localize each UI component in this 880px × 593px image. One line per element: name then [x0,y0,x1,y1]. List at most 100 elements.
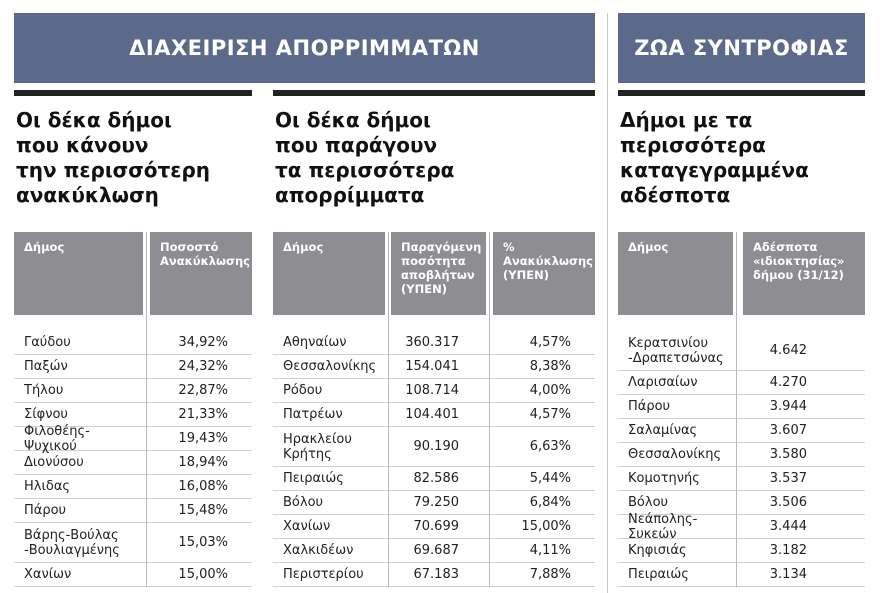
table-cell: 18,94% [146,451,252,475]
panel-title: την περισσότερη [16,158,210,182]
table-cell: Βόλου [618,491,736,515]
column-divider [736,232,737,587]
table-cell: 69.687 [388,539,489,563]
table-cell: Θεσσαλονίκης [273,355,388,379]
table-cell: Πάρου [14,499,146,523]
table-cell: Θεσσαλονίκης [618,443,736,467]
table-cell: Πάρου [618,395,736,419]
table-cell: 6,84% [489,491,595,515]
table-cell: Παξών [14,355,146,379]
table-cell: 4,57% [489,331,595,355]
table-cell: 7,88% [489,563,595,587]
table-cell: Λαρισαίων [618,371,736,395]
table-cell: 22,87% [146,379,252,403]
table-cell: 15,00% [489,515,595,539]
table-cell: 79.250 [388,491,489,515]
panel-title: ανακύκλωση [16,183,159,207]
table-cell: Ρόδου [273,379,388,403]
section-banner: ΔΙΑΧΕΙΡΙΣΗ ΑΠΟΡΡΙΜΜΑΤΩΝ [14,13,595,83]
table-cell: Χαλκιδέων [273,539,388,563]
table-cell: 104.401 [388,403,489,427]
table-cell: 108.714 [388,379,489,403]
table-cell: 34,92% [146,331,252,355]
table-cell: Σαλαμίνας [618,419,736,443]
table-cell: 67.183 [388,563,489,587]
table-cell: 15,48% [146,499,252,523]
table-cell: Πειραιώς [273,467,388,491]
panel-title: Οι δέκα δήμοι [275,108,431,132]
table-cell: Χανίων [273,515,388,539]
table-cell: 3.580 [736,443,865,467]
table-cell: 3.134 [736,563,865,587]
table-cell: 3.506 [736,491,865,515]
column-header: Δήμος [14,232,143,315]
table-cell: 8,38% [489,355,595,379]
table-cell: Νεάπολης-Συκεών [618,512,736,542]
table-cell: 3.537 [736,467,865,491]
table-cell: 16,08% [146,475,252,499]
table-cell: 3.444 [736,515,865,539]
table-cell: Γαύδου [14,331,146,355]
panel-title: που παράγουν [275,133,438,157]
panel-title: περισσότερα [620,133,766,157]
table-cell: 6,63% [489,427,595,467]
panel-title: αδέσποτα [620,183,731,207]
divider-bar [14,90,252,96]
column-header: Δήμος [618,232,733,315]
table-cell: 3.607 [736,419,865,443]
table-cell: Σίφνου [14,403,146,427]
column-divider [388,232,389,587]
table-cell: Πειραιώς [618,563,736,587]
column-header: Δήμος [273,232,385,315]
table-cell: 3.944 [736,395,865,419]
table-cell: Βόλου [273,491,388,515]
table-cell: 4,57% [489,403,595,427]
table-cell: 90.190 [388,427,489,467]
table-cell: 15,03% [146,523,252,563]
panel-title: καταγεγραμμένα [620,158,809,182]
table-cell: Ηρακλείου Κρήτης [273,427,388,467]
table-cell: Πατρέων [273,403,388,427]
column-header: Ποσοστό Ανακύκλωσης [150,232,252,315]
divider-bar [273,90,595,96]
table-cell: Αθηναίων [273,331,388,355]
column-header: % Ανακύκλωσης (ΥΠΕΝ) [493,232,595,315]
panel-title: που κάνουν [16,133,149,157]
table-cell: Κομοτηνής [618,467,736,491]
panel-title: τα περισσότερα [275,158,455,182]
table-cell: 19,43% [146,427,252,451]
table-cell: Διονύσου [14,451,146,475]
table-cell: Χανίων [14,563,146,587]
table-cell: 3.182 [736,539,865,563]
table-cell: 360.317 [388,331,489,355]
table-cell: Ηλιδας [14,475,146,499]
column-header: Παραγόμενη ποσότητα αποβλήτων (ΥΠΕΝ) [391,232,486,315]
table-cell: 70.699 [388,515,489,539]
table-cell: 21,33% [146,403,252,427]
table-cell: Κερατσινίου -Δραπετσώνας [618,331,736,371]
table-cell: 82.586 [388,467,489,491]
table-cell: Βάρης-Βούλας -Βουλιαγμένης [14,523,146,563]
panel-title: απορρίμματα [275,183,425,207]
section-banner: ΖΩΑ ΣΥΝΤΡΟΦΙΑΣ [618,13,865,83]
panel-title: Οι δέκα δήμοι [16,108,172,132]
divider-bar [618,90,865,96]
column-header: Αδέσποτα «ιδιοκτησίας» δήμου (31/12) [743,232,865,315]
panel-title: Δήμοι με τα [620,108,753,132]
table-cell: 5,44% [489,467,595,491]
table-cell: 15,00% [146,563,252,587]
column-divider [146,232,147,587]
table-cell: 24,32% [146,355,252,379]
table-cell: 4.270 [736,371,865,395]
table-cell: 4,11% [489,539,595,563]
separator [607,13,608,593]
table-cell: Τήλου [14,379,146,403]
table-cell: 4,00% [489,379,595,403]
table-cell: 4.642 [736,331,865,371]
table-cell: 154.041 [388,355,489,379]
column-divider [489,232,490,587]
table-cell: Φιλοθέης-Ψυχικού [14,424,146,454]
table-cell: Κηφισιάς [618,539,736,563]
table-cell: Περιστερίου [273,563,388,587]
